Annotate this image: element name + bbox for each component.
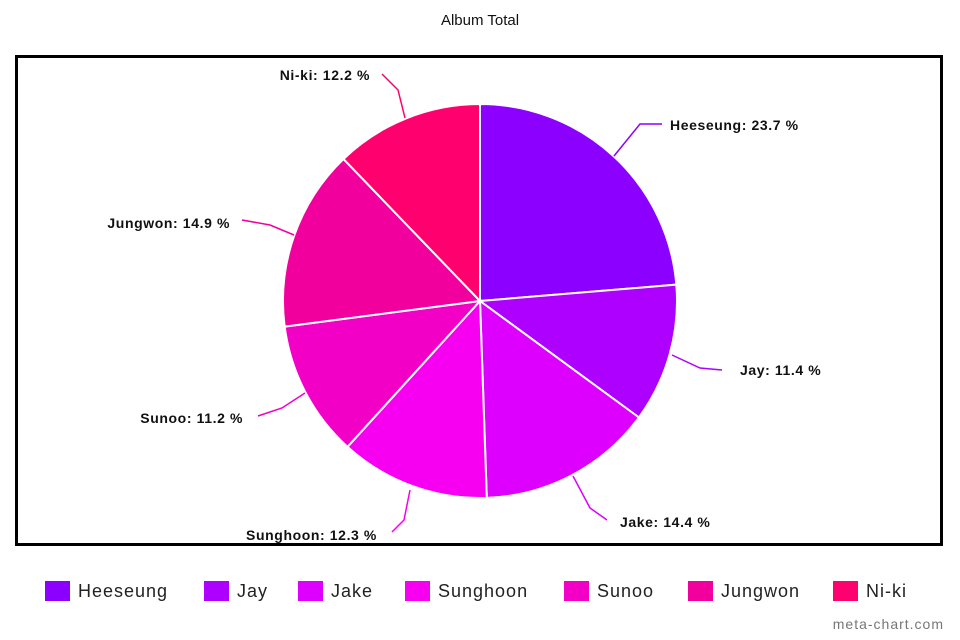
legend-swatch	[298, 581, 323, 601]
legend-label: Sunoo	[597, 580, 655, 601]
legend-label: Sunghoon	[438, 580, 529, 601]
slice-label-heeseung: Heeseung: 23.7 %	[670, 117, 799, 133]
legend-item-jay: Jay	[204, 578, 268, 604]
legend-label: Heeseung	[78, 580, 169, 601]
pie-slice-sunoo	[283, 299, 483, 449]
slice-label-sunghoon: Sunghoon: 12.3 %	[246, 527, 377, 543]
slice-label-jay: Jay: 11.4 %	[740, 362, 821, 378]
leader-line-jay	[671, 354, 723, 371]
leader-line-ni-ki	[381, 73, 406, 119]
leader-line-jungwon	[241, 219, 295, 236]
slice-label-jake: Jake: 14.4 %	[620, 514, 710, 530]
legend-swatch	[833, 581, 858, 601]
pie-slice-heeseung	[479, 102, 678, 303]
legend-item-sunghoon: Sunghoon	[405, 578, 528, 604]
slice-label-jungwon: Jungwon: 14.9 %	[107, 215, 230, 231]
legend-label: Jungwon	[721, 580, 801, 601]
label-leader-lines	[241, 73, 723, 533]
chart-title: Album Total	[440, 12, 520, 29]
legend-item-heeseung: Heeseung	[45, 578, 168, 604]
watermark: meta-chart.com	[832, 616, 944, 632]
legend-swatch	[564, 581, 589, 601]
legend-item-sunoo: Sunoo	[564, 578, 654, 604]
legend-swatch	[45, 581, 70, 601]
leader-line-jake	[572, 475, 608, 521]
legend-label: Jake	[331, 580, 374, 601]
pie-slice-jake	[478, 298, 641, 499]
slice-label-sunoo: Sunoo: 11.2 %	[140, 410, 243, 426]
legend-swatch	[204, 581, 229, 601]
pie-slice-jay	[477, 283, 678, 419]
slice-label-ni-ki: Ni-ki: 12.2 %	[280, 67, 370, 83]
legend-swatch	[405, 581, 430, 601]
pie-slices	[282, 102, 678, 499]
leader-line-heeseung	[613, 123, 662, 157]
pie-slice-ni-ki	[342, 102, 481, 304]
legend-label: Jay	[237, 580, 269, 601]
leader-line-sunghoon	[391, 489, 411, 533]
legend-label: Ni-ki	[866, 580, 907, 601]
leader-line-sunoo	[257, 392, 306, 417]
legend-item-ni-ki: Ni-ki	[833, 578, 907, 604]
legend-item-jungwon: Jungwon	[688, 578, 800, 604]
pie-slice-jungwon	[282, 157, 483, 328]
legend-item-jake: Jake	[298, 578, 373, 604]
legend: Heeseung Jay Jake Sunghoon Sunoo Jungwon Ni-ki	[0, 578, 960, 604]
legend-swatch	[688, 581, 713, 601]
pie-slice-sunghoon	[346, 298, 488, 499]
slice-labels: Heeseung: 23.7 % Jay: 11.4 % Jake: 14.4 % S…	[107, 67, 821, 543]
plot-frame	[15, 55, 943, 546]
